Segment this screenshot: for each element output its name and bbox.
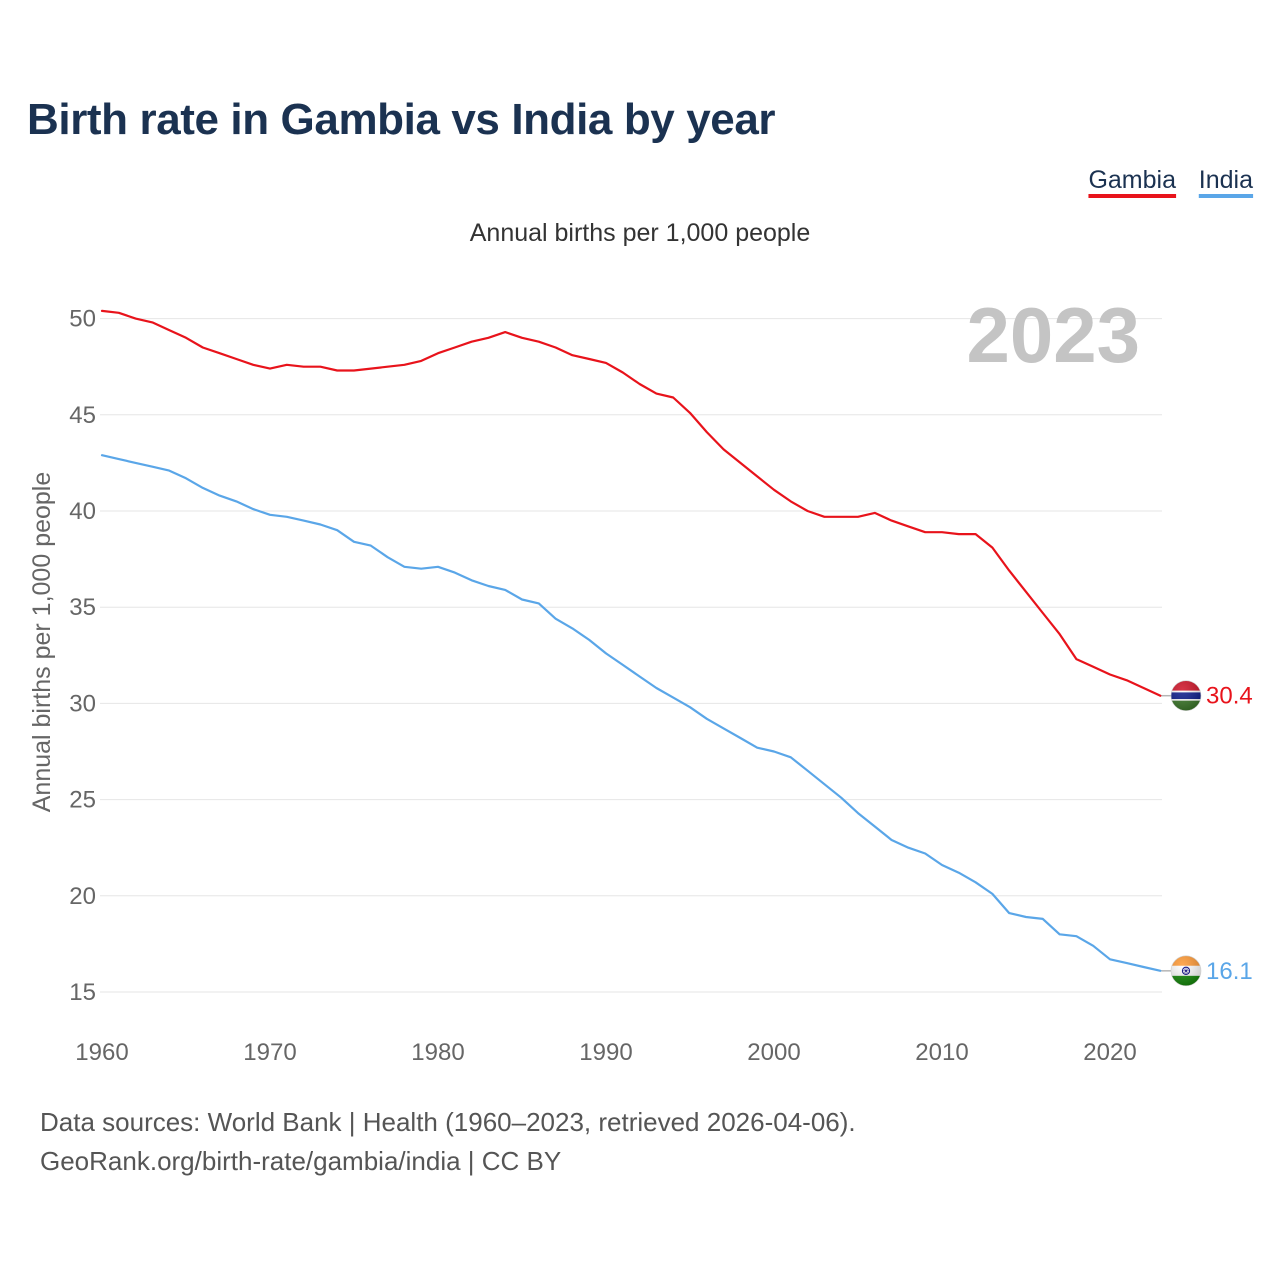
legend-label-india[interactable]: India xyxy=(1199,166,1253,194)
y-tick-label: 45 xyxy=(69,402,96,429)
footer-sources: Data sources: World Bank | Health (1960–… xyxy=(40,1107,856,1137)
y-tick-label: 35 xyxy=(69,594,96,621)
legend-item-gambia[interactable]: Gambia xyxy=(1088,166,1177,198)
legend-item-india[interactable]: India xyxy=(1198,166,1254,198)
y-tick-label: 30 xyxy=(69,690,96,717)
gridlines xyxy=(100,318,1162,993)
end-marker-gambia: 30.4 xyxy=(1161,680,1253,712)
india-flag-icon xyxy=(1170,955,1202,987)
legend-label-gambia[interactable]: Gambia xyxy=(1088,166,1176,194)
chart-subtitle: Annual births per 1,000 people xyxy=(470,219,811,247)
end-value-label-india: 16.1 xyxy=(1206,958,1253,985)
x-tick-label: 2020 xyxy=(1083,1039,1136,1066)
end-value-label-gambia: 30.4 xyxy=(1206,683,1253,710)
series-line-india xyxy=(100,454,1162,972)
year-annotation: 2023 xyxy=(966,291,1140,379)
chart-title: Birth rate in Gambia vs India by year xyxy=(27,95,775,144)
legend: Gambia India xyxy=(1088,166,1254,198)
y-tick-label: 20 xyxy=(69,883,96,910)
footer-credit: GeoRank.org/birth-rate/gambia/india | CC… xyxy=(40,1146,561,1176)
y-tick-label: 25 xyxy=(69,787,96,814)
x-tick-label: 1980 xyxy=(411,1039,464,1066)
y-axis-title: Annual births per 1,000 people xyxy=(28,472,56,813)
legend-underline-gambia xyxy=(1088,194,1177,198)
x-axis-ticks: 1960 1970 1980 1990 2000 2010 2020 xyxy=(75,1039,1136,1066)
x-tick-label: 2000 xyxy=(747,1039,800,1066)
y-tick-label: 15 xyxy=(69,979,96,1006)
x-tick-label: 1990 xyxy=(579,1039,632,1066)
flag-shading xyxy=(1170,680,1202,712)
gambia-flag-icon xyxy=(1170,680,1202,712)
x-tick-label: 1960 xyxy=(75,1039,128,1066)
flag-shading xyxy=(1170,955,1202,987)
legend-underline-india xyxy=(1198,194,1254,198)
end-marker-india: 16.1 xyxy=(1161,955,1253,987)
y-axis-ticks: 15 20 25 30 35 40 45 50 xyxy=(69,306,96,1006)
series-lines xyxy=(100,309,1162,972)
x-tick-label: 1970 xyxy=(243,1039,296,1066)
y-tick-label: 50 xyxy=(69,306,96,333)
x-tick-label: 2010 xyxy=(915,1039,968,1066)
y-tick-label: 40 xyxy=(69,498,96,525)
series-line-gambia xyxy=(100,309,1162,697)
